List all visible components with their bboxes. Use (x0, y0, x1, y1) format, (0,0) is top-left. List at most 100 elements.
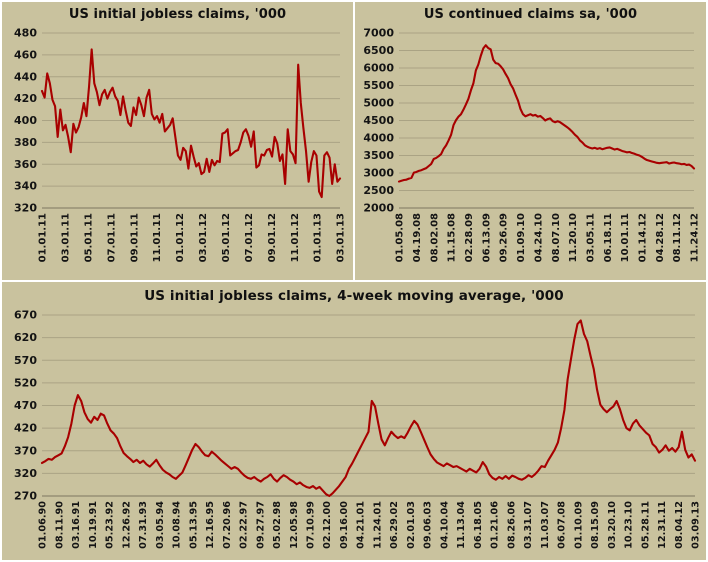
x-tick-label: 05.01.12 (221, 213, 232, 262)
x-tick-label: 09.01.11 (129, 213, 140, 262)
panel-initial-claims-4wk-ma: US initial jobless claims, 4-week moving… (2, 282, 706, 560)
x-tick-label: 01.01.12 (175, 213, 186, 262)
y-tick-label: 7000 (363, 27, 394, 40)
y-tick-label: 620 (14, 331, 37, 344)
x-tick-label: 12.26.92 (121, 501, 132, 549)
y-tick-label: 2000 (363, 202, 394, 215)
chart-title-continued-claims: US continued claims sa, '000 (423, 7, 638, 22)
x-tick-label: 08.11.90 (54, 501, 65, 549)
x-tick-label: 05.01.11 (83, 213, 94, 262)
y-tick-label: 3000 (363, 167, 394, 180)
x-axis-labels: 01.01.11 03.01.11 05.01.11 07.01.11 09.01.11… (38, 213, 347, 262)
x-tick-label: 08.07.10 (551, 213, 562, 262)
x-tick-label: 01.05.08 (395, 213, 406, 262)
x-tick-label: 11.03.07 (540, 501, 551, 549)
x-axis-labels: 01.05.08 04.19.08 08.02.08 11.15.08 02.28.09… (395, 213, 701, 262)
x-tick-label: 09.27.97 (255, 501, 266, 549)
y-tick-label: 400 (14, 114, 37, 127)
x-tick-label: 06.18.11 (603, 213, 614, 262)
x-tick-label: 02.01.03 (406, 501, 417, 549)
gridlines (42, 314, 695, 497)
x-tick-label: 05.23.92 (105, 501, 116, 549)
y-tick-label: 570 (14, 354, 37, 367)
x-tick-label: 06.13.09 (481, 213, 492, 262)
x-tick-label: 03.20.10 (607, 501, 618, 549)
x-tick-label: 02.12.00 (322, 501, 333, 549)
x-tick-label: 06.18.05 (473, 501, 484, 549)
chart-title-initial-claims-4wk-ma: US initial jobless claims, 4-week moving… (144, 288, 564, 304)
x-tick-label: 09.06.03 (423, 501, 434, 549)
x-tick-label: 10.19.91 (88, 501, 99, 549)
y-axis-labels: 270 320 370 420 470 520 570 620 670 (14, 309, 37, 503)
x-tick-label: 05.13.95 (188, 501, 199, 549)
x-tick-label: 04.21.01 (356, 501, 367, 549)
y-tick-label: 5500 (363, 79, 394, 92)
x-axis-labels: 01.06.90 08.11.90 03.16.91 10.19.91 05.23.92… (38, 501, 702, 549)
x-tick-label: 11.01.11 (152, 213, 163, 262)
continued-claims-svg: 2000 2500 3000 3500 4000 4500 5000 5500 6000 6500… (363, 27, 701, 263)
y-tick-label: 370 (14, 444, 37, 457)
chart-title-initial-claims: US initial jobless claims, '000 (68, 7, 287, 22)
x-tick-label: 11.24.01 (372, 501, 383, 549)
x-tick-label: 01.21.06 (490, 501, 501, 549)
y-tick-label: 4500 (363, 114, 394, 127)
x-tick-label: 03.01.13 (336, 213, 347, 262)
x-tick-label: 11.15.08 (447, 213, 458, 262)
y-tick-label: 420 (14, 422, 37, 435)
x-tick-label: 03.09.13 (691, 501, 702, 549)
x-tick-label: 05.02.98 (272, 501, 283, 549)
x-tick-label: 11.20.10 (568, 213, 579, 262)
x-tick-label: 11.01.12 (290, 213, 301, 262)
y-tick-label: 360 (14, 158, 37, 171)
chart-canvas-continued-claims: 2000 2500 3000 3500 4000 4500 5000 5500 6000 6500… (357, 26, 704, 280)
y-tick-label: 270 (14, 490, 37, 503)
y-tick-label: 5000 (363, 97, 394, 110)
y-tick-label: 380 (14, 136, 37, 149)
x-tick-label: 01.14.12 (638, 213, 649, 262)
x-tick-label: 08.15.09 (590, 501, 601, 549)
y-axis-labels: 2000 2500 3000 3500 4000 4500 5000 5500 6000 6500… (363, 27, 394, 215)
x-tick-label: 02.22.97 (239, 501, 250, 549)
x-tick-label: 11.24.12 (690, 213, 701, 262)
y-tick-label: 440 (14, 70, 37, 83)
y-tick-label: 6000 (363, 62, 394, 75)
y-tick-label: 520 (14, 376, 37, 389)
x-tick-label: 08.26.06 (506, 501, 517, 549)
x-tick-label: 10.23.10 (624, 501, 635, 549)
x-tick-label: 12.31.11 (657, 501, 668, 549)
x-tick-label: 08.04.12 (674, 501, 685, 549)
chart-canvas-initial-claims-4wk-ma: 270 320 370 420 470 520 570 620 670 01.06.90 08.11… (4, 306, 704, 560)
y-tick-label: 460 (14, 48, 37, 61)
x-tick-label: 01.01.11 (38, 213, 49, 262)
chart-canvas-initial-claims: 320 340 360 380 400 420 440 460 480 01.01.11 03.01… (4, 26, 351, 280)
x-tick-label: 01.09.10 (516, 213, 527, 262)
panel-continued-claims: US continued claims sa, '000 2000 2500 300… (355, 2, 706, 280)
x-tick-label: 09.01.12 (267, 213, 278, 262)
x-tick-label: 03.05.11 (585, 213, 596, 262)
x-tick-label: 03.01.12 (198, 213, 209, 262)
series-line (397, 44, 696, 183)
x-tick-label: 09.16.00 (339, 501, 350, 549)
x-tick-label: 05.28.11 (640, 501, 651, 549)
x-tick-label: 10.08.94 (172, 501, 183, 549)
x-tick-label: 03.01.11 (61, 213, 72, 262)
gridlines (399, 32, 694, 209)
x-tick-label: 01.06.90 (38, 501, 49, 549)
x-tick-label: 04.28.12 (655, 213, 666, 262)
x-tick-label: 07.10.99 (305, 501, 316, 549)
y-tick-label: 6500 (363, 44, 394, 57)
x-tick-label: 01.10.09 (573, 501, 584, 549)
x-tick-label: 07.31.93 (138, 501, 149, 549)
y-tick-label: 480 (14, 27, 37, 40)
x-tick-label: 04.19.08 (412, 213, 423, 262)
y-tick-label: 4000 (363, 132, 394, 145)
x-tick-label: 07.01.11 (106, 213, 117, 262)
x-tick-label: 07.01.12 (244, 213, 255, 262)
x-tick-label: 06.07.08 (557, 501, 568, 549)
x-tick-label: 08.02.08 (429, 213, 440, 262)
x-tick-label: 11.13.04 (456, 501, 467, 549)
series-line (40, 319, 697, 498)
y-tick-label: 320 (14, 202, 37, 215)
y-tick-label: 670 (14, 309, 37, 322)
